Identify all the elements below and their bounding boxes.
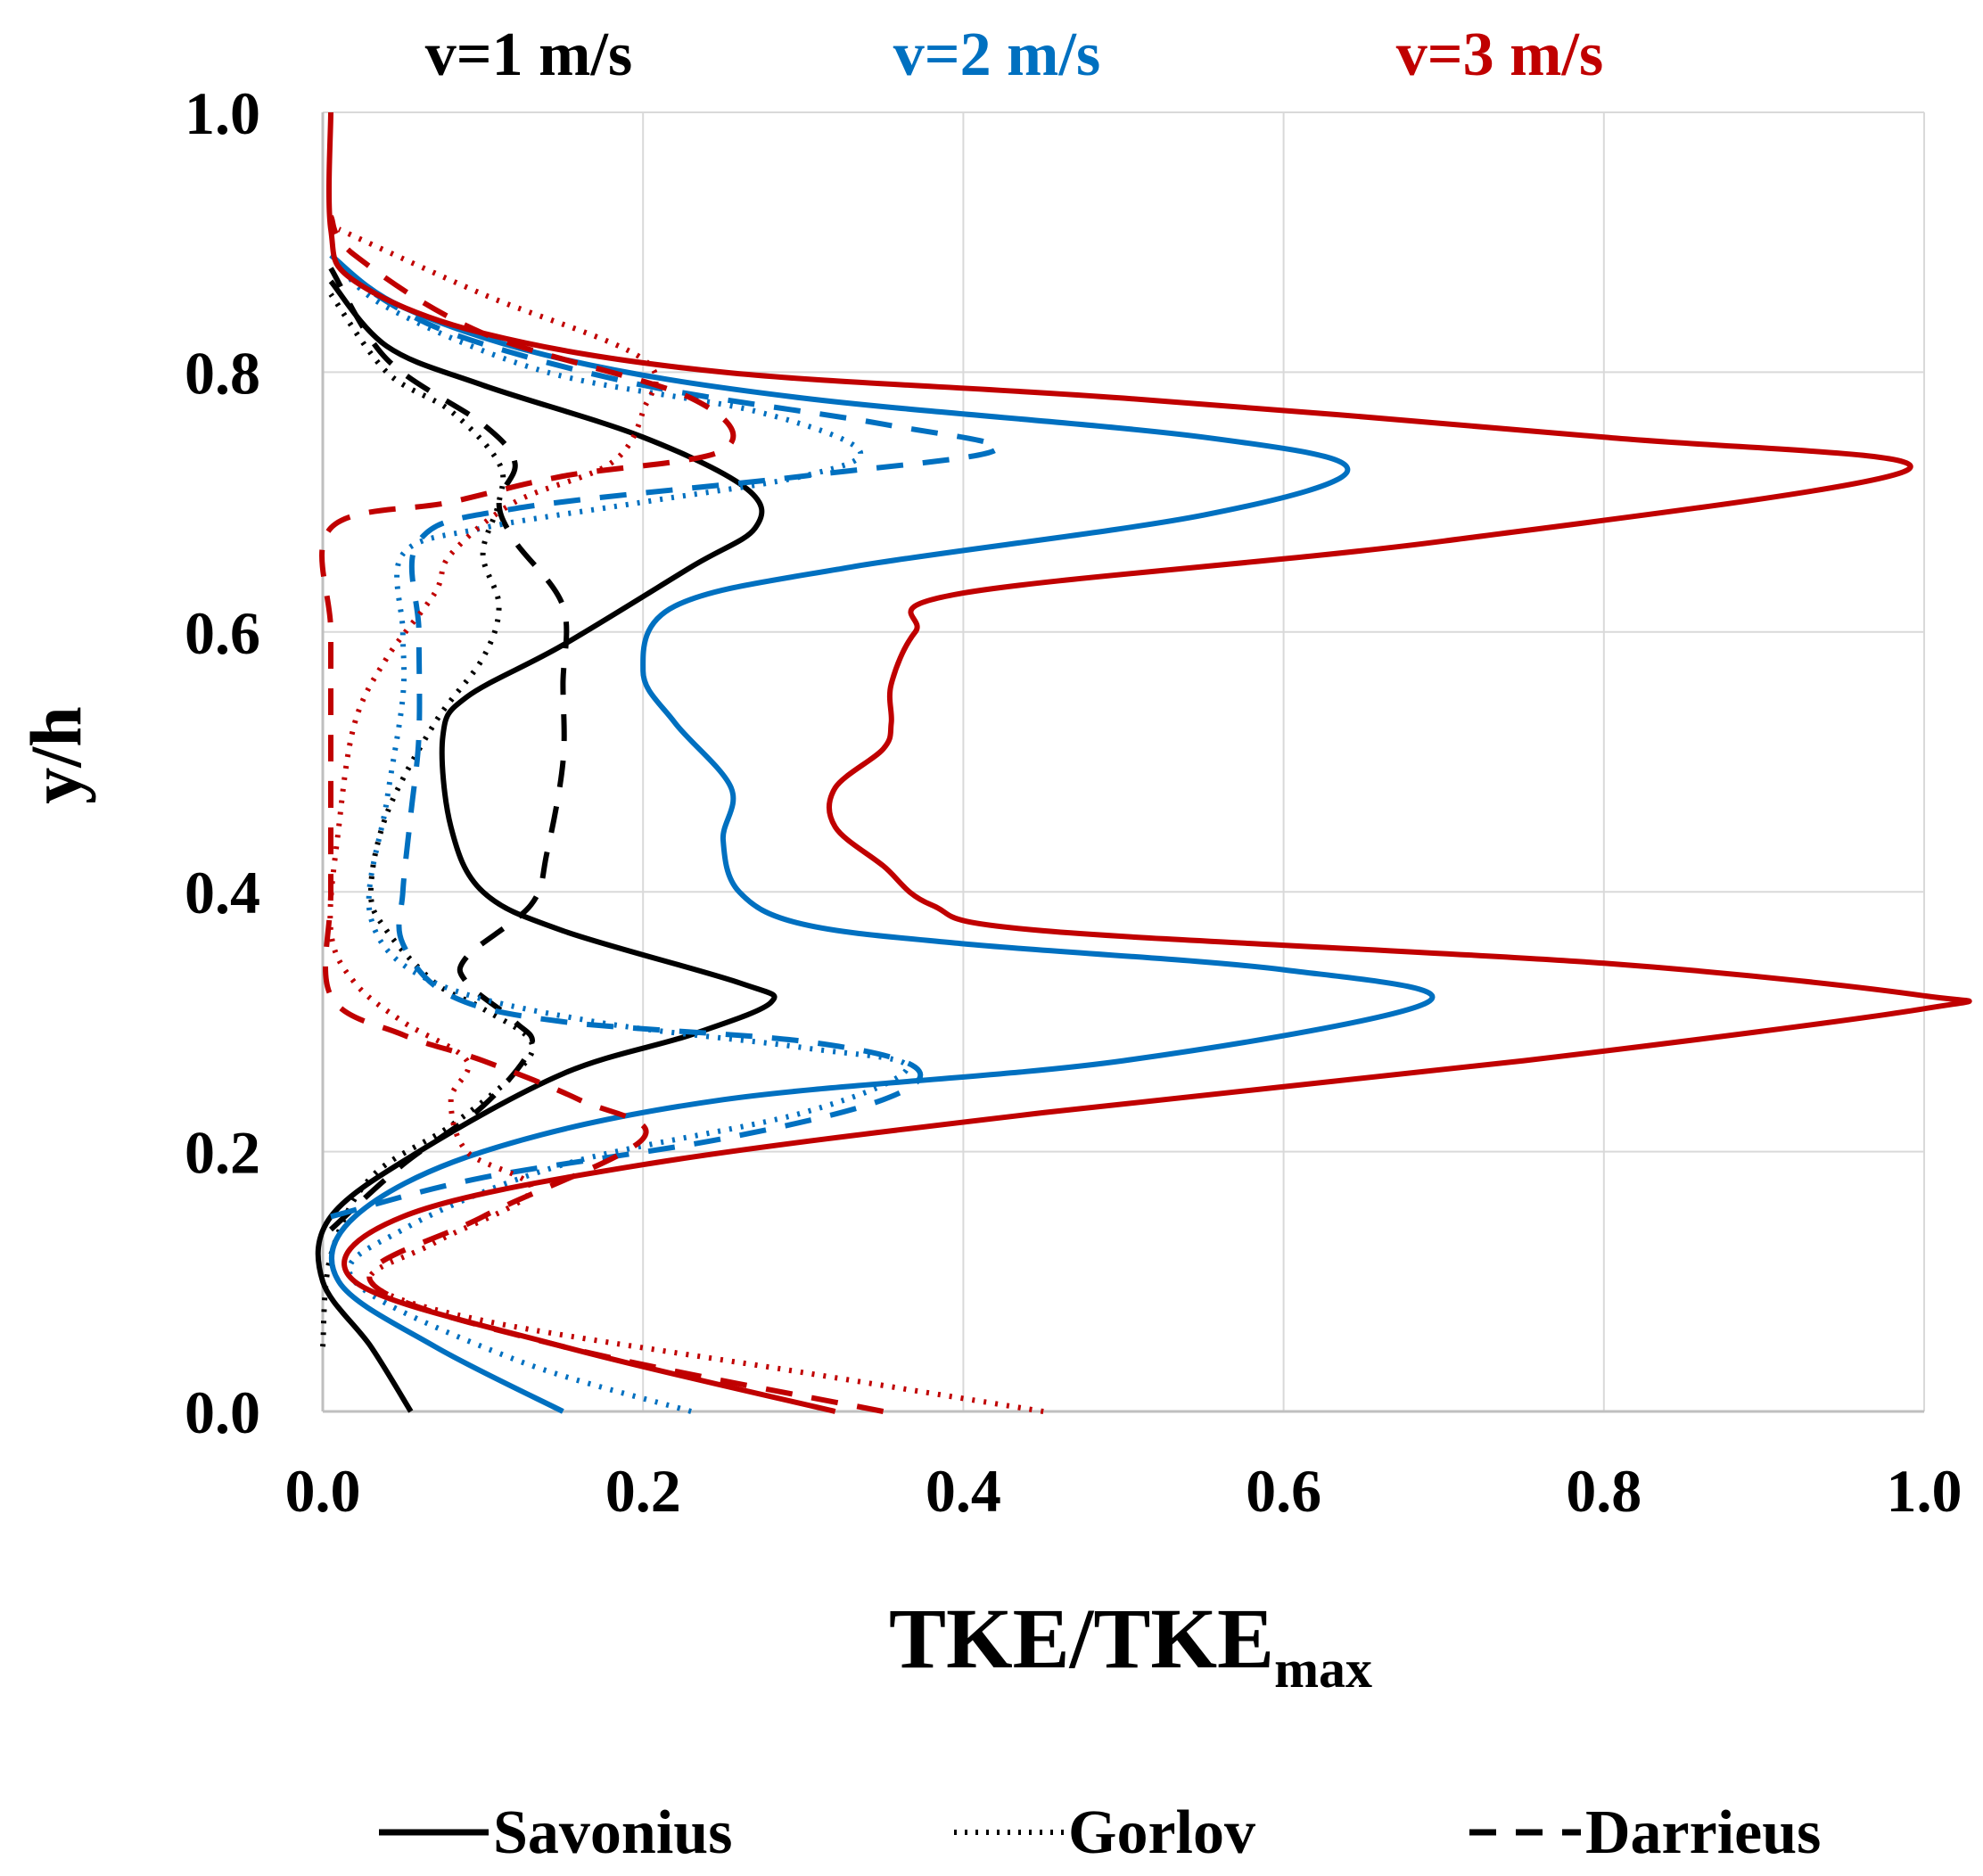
legend-label-gorlov: Gorlov (1068, 1798, 1255, 1867)
legend-label-darrieus: Darrieus (1585, 1798, 1821, 1867)
speed-labels: v=1 m/s v=2 m/s v=3 m/s (425, 21, 1603, 89)
plot-axes (321, 112, 1924, 1413)
series-darrieus-2ms (330, 278, 1000, 1220)
series-layer (315, 111, 1972, 1414)
series-gorlov-2ms (328, 253, 910, 1414)
speed-label-v2: v=2 m/s (893, 21, 1100, 89)
series-darrieus-3ms (319, 215, 885, 1414)
x-tick-label: 1.0 (1887, 1457, 1962, 1525)
x-tick-labels: 0.0 0.2 0.4 0.6 0.8 1.0 (285, 1457, 1962, 1525)
legend-label-savonius: Savonius (493, 1798, 732, 1867)
y-tick-label: 0.8 (185, 339, 260, 407)
speed-label-v3: v=3 m/s (1396, 21, 1603, 89)
y-tick-label: 1.0 (185, 79, 260, 147)
y-tick-label: 0.2 (185, 1119, 260, 1187)
series-darrieus-1ms (328, 267, 570, 1232)
y-tick-label: 0.6 (185, 599, 260, 667)
x-axis-title-subscript: max (1274, 1640, 1372, 1699)
y-axis-title: y/h (15, 706, 96, 803)
x-tick-label: 0.0 (285, 1457, 361, 1525)
series-savonius-3ms (326, 111, 1972, 1414)
y-tick-label: 0.0 (185, 1378, 260, 1446)
x-tick-label: 0.6 (1246, 1457, 1321, 1525)
y-tick-label: 0.4 (185, 859, 260, 926)
series-savonius-1ms (315, 279, 778, 1413)
x-axis-title-main: TKE/TKE (889, 1591, 1274, 1686)
series-savonius-2ms (329, 252, 1436, 1414)
plot-grid (323, 111, 1925, 1411)
legend: Savonius Gorlov Darrieus (379, 1798, 1821, 1867)
x-axis-title: TKE/TKEmax (889, 1591, 1372, 1699)
x-tick-label: 0.2 (605, 1457, 681, 1525)
x-tick-label: 0.8 (1566, 1457, 1642, 1525)
y-tick-labels: 0.0 0.2 0.4 0.6 0.8 1.0 (185, 79, 260, 1446)
speed-label-v1: v=1 m/s (425, 21, 632, 89)
x-tick-label: 0.4 (926, 1457, 1001, 1525)
